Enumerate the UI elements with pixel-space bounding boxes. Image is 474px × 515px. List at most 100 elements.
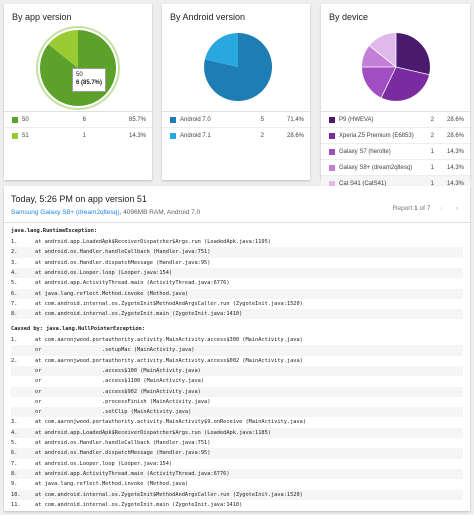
- legend-row[interactable]: Galaxy S7 (herolte) 1 14.3%: [321, 144, 470, 160]
- legend-row[interactable]: 51 1 14.3%: [4, 128, 152, 144]
- stack-line: 4. at android.app.LoadedApk$ReceiverDispa…: [11, 427, 463, 438]
- stack-line: 7. at android.os.Looper.loop (Looper.java…: [11, 460, 173, 467]
- legend-swatch: [329, 133, 335, 139]
- report-device-info: Samsung Galaxy S8+ (dream2qltesq), 4096M…: [11, 209, 200, 216]
- legend-name: Galaxy S8+ (dream2qltesq): [339, 165, 413, 171]
- legend-row[interactable]: P9 (HWEVA) 2 28.6%: [321, 112, 470, 128]
- device-pie-chart[interactable]: [361, 32, 431, 102]
- stack-line: 2. at com.aaronjwood.portauthority.activi…: [11, 357, 303, 364]
- pie-slice-51[interactable]: [48, 30, 78, 68]
- stack-line: or .access$1100 (MainActivity.java): [35, 378, 205, 385]
- stack-line: 6. at java.lang.reflect.Method.invoke (Me…: [11, 288, 463, 299]
- stack-line: 2. at android.os.Handler.handleCallback (…: [11, 247, 463, 258]
- legend-percent: 14.3%: [446, 149, 464, 155]
- device-card: By device P9 (HWEVA) 2 28.6% Xperia Z5 P…: [321, 4, 470, 192]
- pie-slice-cat-s41[interactable]: [369, 32, 396, 67]
- legend-swatch: [12, 133, 18, 139]
- legend-percent: 85.7%: [128, 117, 146, 123]
- legend-count: 1: [430, 181, 434, 187]
- legend-count: 2: [430, 133, 434, 139]
- legend-name: 50: [22, 117, 29, 123]
- stack-line: 6. at android.os.Handler.dispatchMessage …: [11, 448, 463, 459]
- legend-name: Cat S41 (CatS41): [339, 181, 387, 187]
- pie-tooltip: 50 6 (85.7%): [72, 68, 106, 92]
- pie-slice-xperia-z5[interactable]: [381, 67, 430, 101]
- legend-count: 1: [430, 149, 434, 155]
- legend-percent: 14.3%: [128, 133, 146, 139]
- crash-report-card: Today, 5:26 PM on app version 51 Samsung…: [4, 186, 470, 511]
- pie-slice-galaxy-s8[interactable]: [362, 45, 396, 67]
- app-version-card: By app version 50 6 (85.7%) 50 6 85.7% 5…: [4, 4, 152, 180]
- stack-line: 8. at android.app.ActivityThread.main (Ac…: [11, 468, 463, 480]
- legend-row[interactable]: 50 6 85.7%: [4, 112, 152, 128]
- legend-swatch: [12, 117, 18, 123]
- legend-swatch: [170, 117, 176, 123]
- exception-heading: java.lang.RuntimeException:: [11, 228, 98, 234]
- legend-name: 51: [22, 133, 29, 139]
- android-version-card: By Android version Android 7.0 5 71.4% A…: [162, 4, 310, 180]
- legend-row[interactable]: Galaxy S8+ (dream2qltesq) 1 14.3%: [321, 160, 470, 176]
- legend-count: 2: [260, 133, 264, 139]
- stack-line: 9. at java.lang.reflect.Method.invoke (Me…: [11, 481, 189, 488]
- device-link[interactable]: Samsung Galaxy S8+ (dream2qltesq): [11, 209, 120, 216]
- legend-count: 5: [260, 117, 264, 123]
- tooltip-value: 6 (85.7%): [76, 80, 103, 86]
- legend-swatch: [329, 181, 335, 187]
- divider: [4, 222, 470, 223]
- chevron-right-icon[interactable]: ›: [455, 205, 459, 212]
- stack-line: 3. at android.os.Handler.dispatchMessage …: [11, 259, 211, 266]
- legend-row[interactable]: Android 7.0 5 71.4%: [162, 112, 310, 128]
- legend-swatch: [329, 117, 335, 123]
- stack-line: or .access$902 (MainActivity.java): [11, 386, 463, 397]
- legend-percent: 14.3%: [446, 181, 464, 187]
- legend-swatch: [329, 149, 335, 155]
- legend-name: P9 (HWEVA): [339, 117, 374, 123]
- pie-slice-android-7-0[interactable]: [204, 32, 273, 101]
- card-title: By Android version: [170, 12, 246, 22]
- pie-slice-p9[interactable]: [396, 33, 430, 75]
- pie-slice-android-7-1[interactable]: [204, 33, 238, 67]
- stack-trace: java.lang.RuntimeException: 1. at android…: [11, 226, 463, 508]
- legend-name: Android 7.1: [180, 133, 211, 139]
- stack-line: 5. at android.os.Handler.handleCallback (…: [11, 440, 211, 446]
- stack-line: 7. at com.android.internal.os.ZygoteInit$…: [11, 300, 303, 307]
- app-version-legend: 50 6 85.7% 51 1 14.3%: [4, 111, 152, 144]
- legend-name: Android 7.0: [180, 117, 211, 123]
- device-specs: , 4096MB RAM, Android 7.0: [119, 209, 201, 216]
- legend-count: 2: [430, 117, 434, 123]
- exception-heading: Caused by: java.lang.NullPointerExceptio…: [11, 326, 145, 332]
- legend-count: 1: [82, 133, 86, 139]
- report-nav-current: 1: [414, 205, 418, 212]
- legend-row[interactable]: Xperia Z5 Premium (E6853) 2 28.6%: [321, 128, 470, 144]
- android-version-pie-chart[interactable]: [203, 32, 273, 102]
- stack-line: 1. at android.app.LoadedApk$ReceiverDispa…: [11, 239, 271, 245]
- stack-line: 5. at android.app.ActivityThread.main (Ac…: [11, 280, 230, 287]
- card-title: By device: [329, 12, 369, 22]
- report-nav-prefix: Report: [392, 205, 415, 212]
- stack-line: or .processFinish (MainActivity.java): [35, 398, 211, 405]
- legend-percent: 14.3%: [446, 165, 464, 171]
- stack-line: or .setupMac (MainActivity.java): [11, 345, 463, 356]
- legend-count: 6: [82, 117, 86, 123]
- stack-line: or .setClip (MainActivity.java): [11, 407, 463, 418]
- legend-swatch: [329, 165, 335, 171]
- card-title: By app version: [12, 12, 72, 22]
- android-version-legend: Android 7.0 5 71.4% Android 7.1 2 28.6%: [162, 111, 310, 144]
- legend-percent: 28.6%: [286, 133, 304, 139]
- report-pagination: Report 1 of 7 ‹ ›: [393, 205, 462, 212]
- legend-count: 1: [430, 165, 434, 171]
- stack-line: 11. at com.android.internal.os.ZygoteInit…: [11, 501, 243, 508]
- legend-percent: 28.6%: [446, 133, 464, 139]
- stack-line: or .access$100 (MainActivity.java): [11, 365, 463, 377]
- stack-line: 3. at com.aaronjwood.portauthority.activi…: [11, 419, 307, 426]
- legend-name: Xperia Z5 Premium (E6853): [339, 133, 414, 139]
- stack-line: 10. at com.android.internal.os.ZygoteInit…: [11, 489, 463, 500]
- stack-line: 8. at com.android.internal.os.ZygoteInit.…: [11, 309, 463, 320]
- legend-percent: 28.6%: [446, 117, 464, 123]
- pie-slice-galaxy-s7[interactable]: [362, 67, 396, 98]
- report-nav-suffix: of 7: [417, 205, 431, 212]
- legend-name: Galaxy S7 (herolte): [339, 149, 391, 155]
- legend-row[interactable]: Android 7.1 2 28.6%: [162, 128, 310, 144]
- report-title: Today, 5:26 PM on app version 51: [11, 194, 147, 204]
- chevron-left-icon[interactable]: ‹: [440, 205, 443, 212]
